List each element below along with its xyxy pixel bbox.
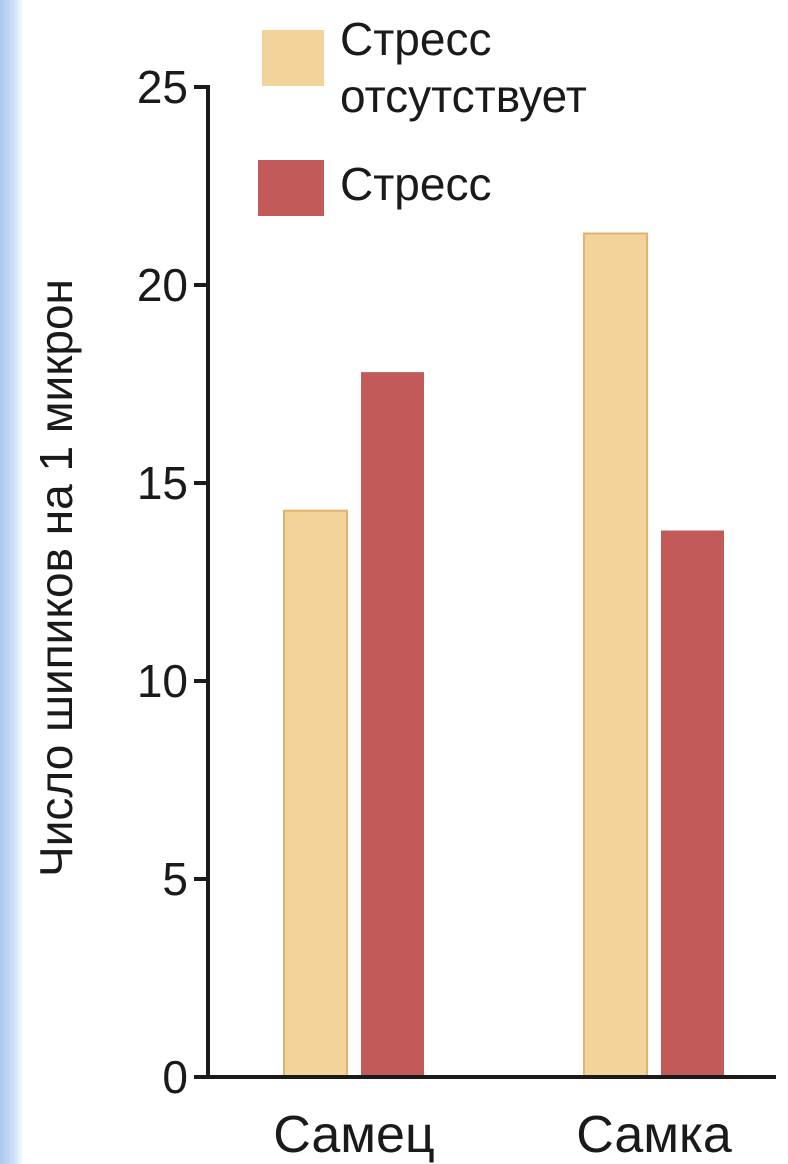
bar-no-stress-male <box>283 509 348 1079</box>
bar-stress-male <box>361 372 424 1077</box>
legend-swatch-stress <box>258 160 324 216</box>
y-tick-label: 15 <box>137 457 188 509</box>
y-tick-label: 5 <box>162 853 188 905</box>
x-axis-labels: Самец Самка <box>273 1106 732 1164</box>
y-tick-label: 10 <box>137 655 188 707</box>
x-category-label: Самка <box>576 1106 732 1164</box>
y-axis-title: Число шипиков на 1 микрон <box>30 279 82 877</box>
y-tick-label: 25 <box>137 61 188 113</box>
legend-swatch-no-stress <box>262 30 324 86</box>
y-tick-label: 0 <box>162 1051 188 1103</box>
legend-label: Стресс <box>340 158 491 210</box>
bar-stress-female <box>661 530 724 1077</box>
legend-label: Стресс <box>340 13 491 65</box>
bar-no-stress-female <box>583 232 648 1078</box>
y-axis-ticks: 0 5 10 15 20 25 <box>137 61 208 1103</box>
x-category-label: Самец <box>273 1106 435 1164</box>
bars <box>283 232 724 1079</box>
legend-label: отсутствует <box>340 70 587 122</box>
y-tick-label: 20 <box>137 259 188 311</box>
